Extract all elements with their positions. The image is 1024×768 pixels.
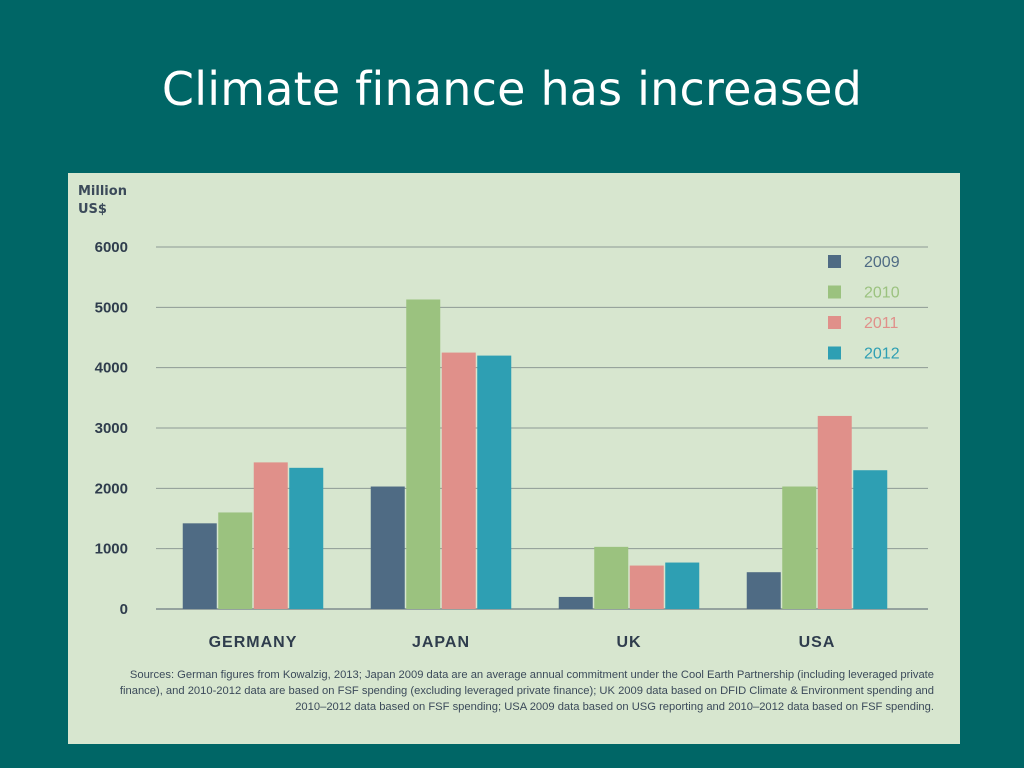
bar-usa-2011 <box>817 415 852 609</box>
x-tick-label: GERMANY <box>209 634 298 651</box>
y-tick-label: 3000 <box>95 420 128 437</box>
bar-japan-2011 <box>441 352 476 609</box>
y-tick-label: 2000 <box>95 480 128 497</box>
x-tick-label: JAPAN <box>412 634 470 651</box>
bar-usa-2009 <box>746 572 781 609</box>
y-tick-label: 6000 <box>95 239 128 256</box>
legend-swatch <box>828 255 841 268</box>
bar-japan-2009 <box>370 486 405 609</box>
bar-germany-2010 <box>218 512 253 609</box>
y-axis-unit-line-1: Million <box>78 184 127 199</box>
legend-swatch <box>828 346 841 360</box>
legend-swatch <box>828 316 841 329</box>
legend-label: 2011 <box>864 315 899 332</box>
bar-uk-2011 <box>629 565 664 609</box>
y-tick-label: 5000 <box>95 299 128 316</box>
bar-usa-2012 <box>853 470 888 609</box>
bar-germany-2012 <box>289 467 324 609</box>
x-tick-label: USA <box>799 634 836 651</box>
bar-uk-2012 <box>665 562 700 609</box>
legend-label: 2012 <box>864 346 900 363</box>
y-axis-unit-line-2: US$ <box>78 202 107 217</box>
bar-germany-2009 <box>182 523 217 609</box>
bar-uk-2009 <box>558 596 593 609</box>
chart-panel: Million US$ 0 1000 2000 3000 4000 5000 6000 GER… <box>68 173 960 744</box>
sources-note: Sources: German figures from Kowalzig, 2… <box>119 669 934 713</box>
bar-usa-2010 <box>782 486 817 609</box>
legend-label: 2010 <box>864 285 900 302</box>
bar-japan-2012 <box>477 355 512 609</box>
y-tick-label: 0 <box>120 601 128 618</box>
y-tick-label: 4000 <box>95 360 128 377</box>
bar-japan-2010 <box>406 299 441 609</box>
bar-uk-2010 <box>594 546 629 609</box>
bar-chart: 0 1000 2000 3000 4000 5000 6000 GERMANY JAPAN UK U… <box>95 239 928 651</box>
legend-label: 2009 <box>864 254 900 271</box>
y-axis-unit-label: Million US$ <box>78 183 127 219</box>
y-tick-label: 1000 <box>95 541 128 558</box>
legend-swatch <box>828 285 841 299</box>
slide-title: Climate finance has increased <box>161 62 863 116</box>
bar-germany-2011 <box>253 462 288 609</box>
x-tick-label: UK <box>616 634 641 651</box>
